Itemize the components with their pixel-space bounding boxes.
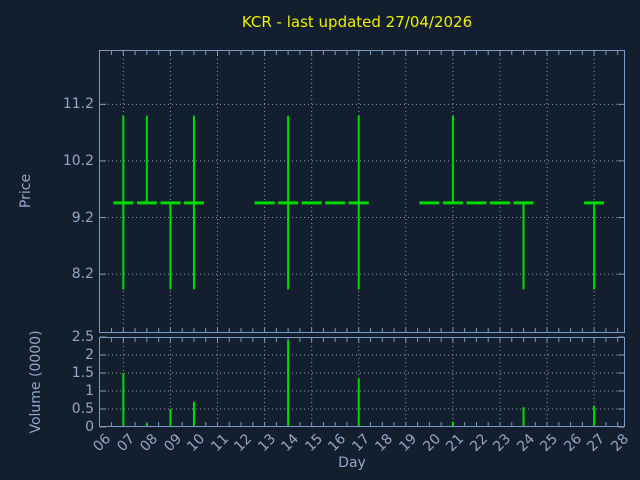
day-tick-label: 28 [608,431,633,455]
day-axis-label: Day [338,455,366,471]
day-tick-label: 19 [396,431,421,455]
price-plot [99,50,625,333]
price-tick-label: 8.2 [71,266,94,283]
volume-tick-label: 0.5 [71,401,94,417]
day-tick-label: 17 [349,431,374,455]
volume-panel [99,336,625,428]
day-tick-label: 14 [278,431,303,455]
day-tick-label: 10 [184,431,209,455]
day-tick-label: 22 [466,431,491,455]
day-tick-label: 20 [419,431,444,455]
day-tick-label: 12 [231,431,256,455]
day-tick-label: 23 [490,431,515,455]
price-tick-label: 11.2 [62,96,94,113]
price-tick-label: 9.2 [71,209,94,226]
day-tick-label: 16 [325,431,350,455]
volume-tick-label: 1 [85,383,94,399]
day-tick-label: 21 [443,431,468,455]
volume-axis-label: Volume (0000) [28,330,44,434]
volume-tick-label: 1.5 [71,365,94,381]
price-tick-label: 10.2 [62,152,94,169]
price-panel [99,50,625,333]
day-tick-label: 13 [254,431,279,455]
chart-title: KCR - last updated 27/04/2026 [241,13,473,31]
volume-tick-label: 2.5 [71,329,94,345]
day-tick-label: 25 [537,431,562,455]
day-tick-label: 15 [302,431,326,455]
day-tick-label: 07 [113,431,138,455]
price-axis-label: Price [18,173,34,209]
day-tick-label: 08 [137,431,162,455]
day-tick-label: 18 [372,431,397,455]
panel-border [99,337,625,427]
day-tick-label: 11 [207,431,232,455]
day-tick-label: 09 [160,431,185,455]
volume-plot [99,336,625,428]
day-tick-label: 24 [513,431,538,455]
volume-tick-label: 2 [85,347,94,363]
volume-tick-label: 0 [85,419,94,435]
day-tick-label: 26 [561,431,585,455]
day-tick-label: 27 [584,431,609,455]
panel-border [99,50,625,333]
